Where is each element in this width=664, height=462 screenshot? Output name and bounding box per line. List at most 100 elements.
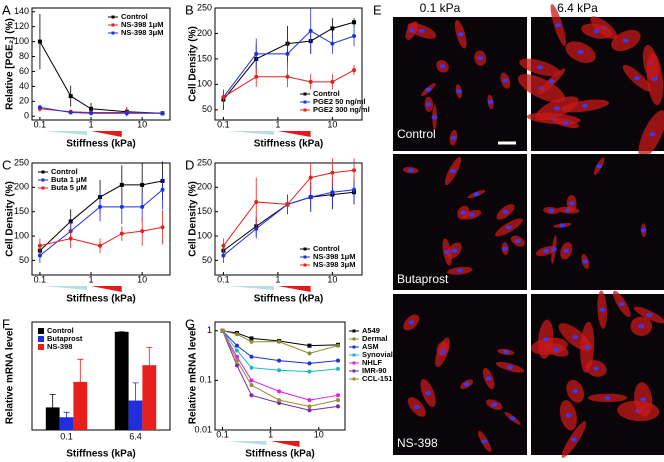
point <box>335 366 340 371</box>
y-tick-label: 1 <box>207 325 212 335</box>
nucleus <box>570 437 577 442</box>
legend-label: ASM <box>362 342 379 351</box>
y-tick-label: 140 <box>14 6 29 16</box>
x-tick-label: 1 <box>268 429 273 439</box>
y-tick-label: 20 <box>19 96 29 106</box>
series-line <box>223 30 355 98</box>
point <box>277 389 282 394</box>
plot-frame <box>31 7 171 121</box>
nucleus <box>553 347 560 352</box>
nucleus <box>572 389 579 394</box>
x-tick-label: 0.1 <box>34 119 47 129</box>
legend-label: Butaprost <box>47 334 83 343</box>
x-axis-label: Stiffness (kPa) <box>66 449 135 460</box>
point <box>352 187 357 192</box>
series-line <box>222 330 339 354</box>
x-tick-label: 0.1 <box>34 274 47 284</box>
legend-marker <box>41 170 45 174</box>
nucleus <box>444 250 451 255</box>
nucleus <box>449 169 456 174</box>
point <box>234 332 239 337</box>
legend-marker <box>303 100 307 104</box>
nucleus <box>548 79 555 84</box>
point <box>330 79 335 84</box>
nucleus <box>640 228 647 233</box>
legend-marker <box>352 361 356 365</box>
plot-frame <box>214 7 363 121</box>
point <box>335 358 340 363</box>
nucleus <box>559 223 566 228</box>
nucleus <box>408 28 415 33</box>
y-axis-label: Relative mRNA level <box>188 328 199 425</box>
y-tick-label: 80 <box>19 51 29 61</box>
x-axis-label: Stiffness (kPa) <box>245 449 314 460</box>
nucleus <box>425 391 432 396</box>
point <box>37 39 42 44</box>
nucleus <box>456 268 463 273</box>
point <box>308 79 313 84</box>
panel-letter: B <box>185 2 194 17</box>
plot-frame <box>214 162 363 276</box>
legend-label: Buta 1 μM <box>51 175 87 184</box>
point <box>37 105 42 110</box>
nucleus <box>481 439 488 444</box>
point <box>352 34 357 38</box>
nucleus <box>568 201 575 206</box>
nucleus <box>473 192 480 197</box>
point <box>249 354 254 359</box>
point <box>249 383 254 388</box>
nucleus <box>425 87 432 92</box>
legend-marker <box>41 178 45 182</box>
nucleus <box>460 210 467 215</box>
y-tick-label: 0.01 <box>194 424 212 434</box>
point <box>221 253 226 258</box>
point <box>277 400 282 405</box>
point <box>89 106 94 111</box>
bar <box>142 365 157 430</box>
nucleus <box>450 135 457 140</box>
y-tick-label: 100 <box>197 230 212 240</box>
nucleus <box>593 29 600 34</box>
point <box>124 111 129 116</box>
point <box>307 343 312 348</box>
point <box>221 95 226 100</box>
point <box>68 94 73 99</box>
nucleus <box>582 259 589 264</box>
nucleus <box>439 64 446 69</box>
nucleus <box>638 324 645 329</box>
point <box>307 361 312 366</box>
nucleus <box>542 337 549 342</box>
x-axis-label: Stiffness (kPa) <box>66 139 135 150</box>
series-line <box>223 191 355 252</box>
x-tick-label: 6.4 <box>129 431 142 441</box>
column-label: 0.1 kPa <box>420 1 461 15</box>
bar <box>59 417 74 430</box>
y-tick-label: 250 <box>197 2 212 12</box>
point <box>307 398 312 403</box>
nucleus <box>418 28 425 33</box>
point <box>308 195 313 200</box>
point <box>285 51 290 56</box>
legend-swatch <box>38 336 44 342</box>
series-line <box>223 189 355 256</box>
point <box>140 204 145 209</box>
nucleus <box>622 38 629 43</box>
nucleus <box>592 366 599 371</box>
nucleus <box>457 32 464 37</box>
point <box>89 111 94 116</box>
point <box>98 204 103 209</box>
point <box>277 358 282 363</box>
series-line <box>223 169 355 247</box>
legend-marker <box>303 108 307 112</box>
nucleus <box>550 247 557 252</box>
panel-letter: E <box>373 2 382 17</box>
bar <box>114 331 129 430</box>
nucleus <box>425 102 432 107</box>
point <box>68 236 73 241</box>
point <box>307 369 312 374</box>
legend-label: NS-398 1μM <box>313 252 356 261</box>
nucleus <box>572 335 579 340</box>
soft-cue <box>226 441 267 445</box>
legend-label: IMR-90 <box>362 366 387 375</box>
legend-marker <box>352 337 356 341</box>
